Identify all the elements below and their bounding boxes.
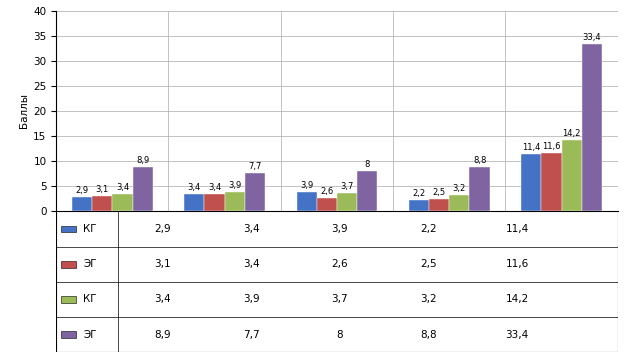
Text: 3,1: 3,1 <box>154 259 170 269</box>
Bar <box>92 196 112 211</box>
Bar <box>61 331 76 338</box>
Bar <box>245 173 265 211</box>
Text: 11,4: 11,4 <box>505 224 529 234</box>
Text: 2,2: 2,2 <box>420 224 437 234</box>
Text: 14,2: 14,2 <box>562 129 581 138</box>
Text: 7,7: 7,7 <box>243 330 260 340</box>
Text: 3,4: 3,4 <box>188 183 201 192</box>
Text: 3,4: 3,4 <box>243 259 260 269</box>
Text: 3,2: 3,2 <box>453 184 466 193</box>
Bar <box>61 296 76 303</box>
Text: 3,9: 3,9 <box>300 180 313 190</box>
Bar <box>562 140 582 211</box>
Text: 2,9: 2,9 <box>76 186 89 195</box>
Text: 3,7: 3,7 <box>331 294 348 304</box>
Bar <box>72 197 92 211</box>
Text: 8,8: 8,8 <box>420 330 437 340</box>
Text: 33,4: 33,4 <box>505 330 529 340</box>
Bar <box>409 200 429 211</box>
Text: 3,1: 3,1 <box>95 185 109 194</box>
Bar <box>582 44 602 211</box>
Text: 8,8: 8,8 <box>473 156 486 165</box>
Bar <box>429 199 449 211</box>
Text: 7,7: 7,7 <box>248 162 261 171</box>
Bar <box>449 195 469 211</box>
Text: 3,4: 3,4 <box>116 183 129 192</box>
Text: 11,4: 11,4 <box>522 143 540 152</box>
Text: ЭГ: ЭГ <box>83 330 97 340</box>
Text: 8,9: 8,9 <box>136 156 149 164</box>
Bar <box>184 194 205 211</box>
Text: 3,4: 3,4 <box>208 183 221 192</box>
Bar <box>469 167 490 211</box>
Bar <box>317 198 337 211</box>
Text: 2,6: 2,6 <box>331 259 348 269</box>
Bar <box>521 154 542 211</box>
Bar <box>61 226 76 232</box>
Bar <box>542 153 562 211</box>
Text: 2,2: 2,2 <box>412 189 426 198</box>
Text: 8: 8 <box>336 330 343 340</box>
Text: 3,7: 3,7 <box>340 182 354 191</box>
Text: 3,9: 3,9 <box>228 180 241 190</box>
Text: 33,4: 33,4 <box>583 33 602 42</box>
Text: 3,4: 3,4 <box>154 294 170 304</box>
Text: 3,4: 3,4 <box>243 224 260 234</box>
Bar <box>132 167 153 211</box>
Text: 11,6: 11,6 <box>505 259 529 269</box>
Bar <box>357 171 378 211</box>
Bar <box>112 194 132 211</box>
Text: 8,9: 8,9 <box>154 330 170 340</box>
Bar <box>205 194 225 211</box>
Text: 2,9: 2,9 <box>154 224 170 234</box>
Text: 2,5: 2,5 <box>432 188 446 197</box>
Text: ЭГ: ЭГ <box>83 259 97 269</box>
Bar <box>296 192 317 211</box>
Text: 3,9: 3,9 <box>243 294 260 304</box>
Bar <box>337 193 357 211</box>
Bar <box>225 192 245 211</box>
Text: 3,2: 3,2 <box>420 294 437 304</box>
Text: 2,6: 2,6 <box>320 187 333 196</box>
Text: 2,5: 2,5 <box>420 259 437 269</box>
Text: 11,6: 11,6 <box>542 142 561 151</box>
Bar <box>61 261 76 268</box>
Y-axis label: Баллы: Баллы <box>19 93 29 129</box>
Text: 14,2: 14,2 <box>505 294 529 304</box>
Text: 3,9: 3,9 <box>331 224 348 234</box>
Text: КГ: КГ <box>83 294 97 304</box>
Text: КГ: КГ <box>83 224 97 234</box>
Text: 8: 8 <box>364 160 370 169</box>
